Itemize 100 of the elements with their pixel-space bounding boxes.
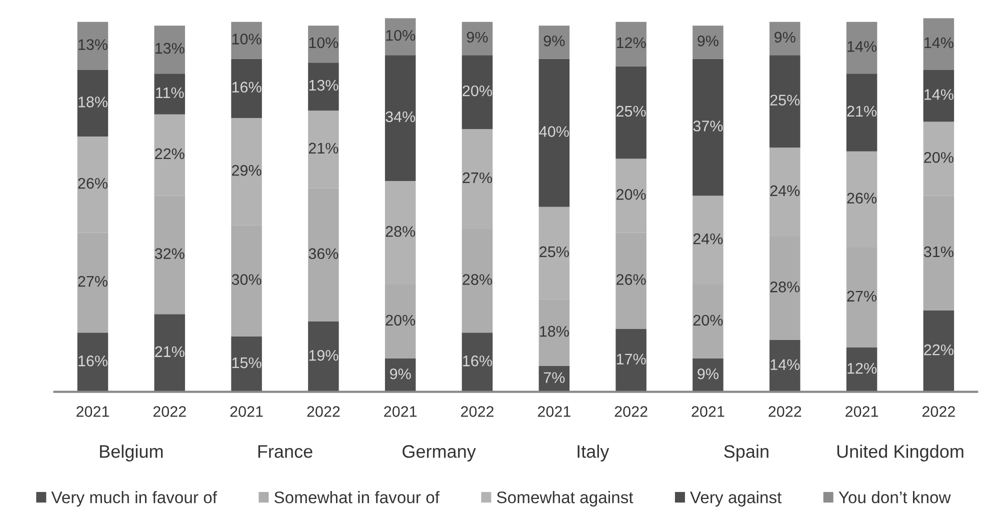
- data-label: 10%: [309, 37, 338, 48]
- data-label: 15%: [232, 357, 262, 368]
- data-label: 14%: [770, 359, 800, 370]
- data-label: 18%: [78, 96, 108, 108]
- data-label: 21%: [847, 106, 877, 117]
- x-tick-label: 2021: [76, 406, 109, 417]
- legend-label: Very much in favour of: [51, 491, 218, 507]
- data-label: 14%: [924, 37, 954, 48]
- data-label: 27%: [847, 290, 877, 302]
- bar: [308, 26, 339, 63]
- data-label: 14%: [924, 89, 954, 100]
- bar: [616, 22, 646, 66]
- bar: [462, 55, 493, 130]
- x-tick-label: 2022: [614, 406, 648, 417]
- bar: [77, 332, 108, 392]
- bar: [538, 26, 570, 59]
- bar: [769, 55, 800, 148]
- bar: [692, 58, 724, 196]
- text: United Kingdom: [837, 444, 964, 462]
- data-label: 9%: [390, 368, 411, 380]
- bar: [77, 70, 108, 137]
- data-label: 27%: [462, 172, 492, 184]
- data-label: 26%: [616, 274, 646, 285]
- x-tick-label: 2021: [846, 406, 878, 417]
- x-tick-label: 2022: [922, 406, 955, 417]
- bar: [308, 62, 339, 111]
- text: Italy: [578, 444, 610, 462]
- bar: [77, 22, 108, 70]
- data-label: 29%: [232, 164, 262, 176]
- legend-label: You don’t know: [838, 491, 951, 504]
- bar: [231, 58, 262, 118]
- bar: [692, 358, 724, 392]
- data-label: 25%: [616, 106, 646, 117]
- data-label: 16%: [78, 356, 108, 366]
- data-label: 32%: [154, 248, 184, 260]
- data-label: 12%: [848, 362, 877, 374]
- data-label: 16%: [463, 356, 492, 366]
- bar: [846, 347, 878, 392]
- bar: [154, 314, 186, 392]
- data-label: 7%: [544, 372, 565, 383]
- data-label: 34%: [386, 111, 416, 122]
- data-label: 16%: [232, 82, 262, 93]
- data-label: 37%: [693, 120, 723, 132]
- data-label: 13%: [309, 80, 338, 91]
- data-label: 26%: [78, 178, 108, 189]
- data-label: 22%: [924, 344, 954, 356]
- bar: [616, 328, 646, 392]
- data-label: 25%: [770, 94, 800, 106]
- data-label: 28%: [770, 282, 800, 292]
- bar: [154, 26, 186, 74]
- bar: [616, 66, 646, 159]
- data-label: 22%: [155, 148, 184, 160]
- bar: [231, 22, 262, 59]
- x-tick-label: 2021: [538, 406, 570, 417]
- text: Belgium: [100, 444, 163, 462]
- x-tick-label: 2022: [153, 406, 186, 417]
- legend-label: Very against: [690, 491, 782, 507]
- bar: [384, 55, 416, 181]
- text: Germany: [402, 445, 476, 462]
- data-label: 18%: [540, 326, 569, 337]
- x-tick-label: 2022: [307, 406, 340, 417]
- bar: [692, 26, 724, 59]
- bar: [923, 70, 954, 122]
- data-label: 20%: [924, 152, 954, 163]
- text: France: [258, 445, 312, 458]
- data-label: 19%: [309, 350, 338, 361]
- x-tick-label: 2022: [768, 406, 802, 417]
- bar: [769, 22, 800, 56]
- bar: [231, 336, 262, 392]
- x-tick-label: 2021: [384, 406, 417, 417]
- data-label: 12%: [616, 37, 646, 48]
- data-label: 9%: [466, 32, 488, 43]
- bar: [154, 74, 186, 114]
- data-label: 20%: [386, 314, 416, 326]
- legend-label: Somewhat against: [496, 491, 634, 507]
- bar: [923, 18, 954, 70]
- bar: [462, 22, 493, 56]
- bar: [846, 22, 878, 74]
- data-label: 20%: [462, 85, 492, 96]
- data-label: 17%: [616, 354, 646, 364]
- data-label: 21%: [155, 346, 184, 358]
- data-label: 14%: [848, 41, 877, 52]
- data-label: 26%: [847, 192, 877, 204]
- legend-label: Somewhat in favour of: [274, 491, 440, 504]
- data-label: 9%: [774, 32, 796, 43]
- data-label: 13%: [78, 39, 108, 50]
- data-label: 20%: [693, 314, 723, 326]
- bar: [769, 340, 800, 392]
- bar: [308, 322, 339, 392]
- data-label: 25%: [540, 246, 569, 258]
- data-label: 9%: [544, 35, 565, 46]
- data-label: 40%: [539, 126, 569, 137]
- x-tick-label: 2021: [692, 406, 724, 417]
- x-tick-label: 2022: [461, 406, 494, 417]
- data-label: 20%: [616, 189, 646, 200]
- data-label: 31%: [924, 246, 954, 258]
- data-label: 36%: [308, 248, 338, 260]
- data-label: 9%: [698, 35, 718, 46]
- bar: [538, 58, 570, 207]
- data-label: 30%: [232, 274, 262, 285]
